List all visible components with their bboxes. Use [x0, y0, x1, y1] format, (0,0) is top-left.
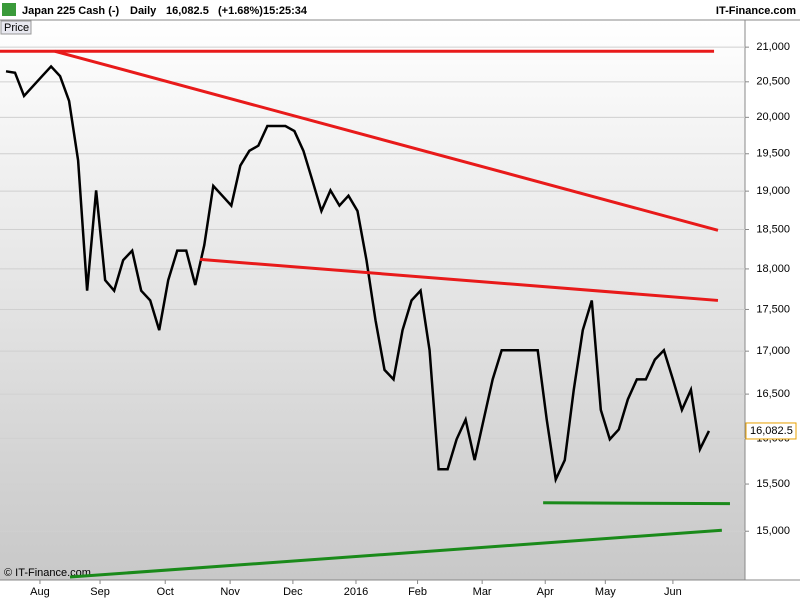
y-tick-label: 19,000 — [756, 185, 790, 197]
x-tick-label: Sep — [90, 586, 110, 598]
last-price-label: 16,082.5 — [750, 425, 793, 437]
change: (+1.68%) — [218, 5, 263, 17]
y-tick-label: 19,500 — [756, 148, 790, 160]
trendline — [54, 49, 719, 232]
y-tick-label: 15,500 — [756, 478, 790, 490]
y-tick-label: 17,000 — [756, 345, 790, 357]
x-tick-label: May — [595, 586, 616, 598]
last-price-box — [745, 422, 797, 440]
brand: IT-Finance.com — [716, 5, 796, 17]
y-axis-area — [745, 20, 800, 580]
y-tick-label: 15,000 — [756, 525, 790, 537]
y-tick-label: 21,000 — [756, 41, 790, 53]
x-tick-label: Jun — [664, 586, 682, 598]
app-icon — [2, 3, 16, 16]
y-tick-label: 20,000 — [756, 111, 790, 123]
trendline — [199, 257, 719, 302]
price-line — [5, 64, 711, 484]
trendline — [69, 528, 722, 579]
x-tick-label: Nov — [220, 586, 240, 598]
trendline — [543, 501, 730, 506]
copyright: © IT-Finance.com — [4, 567, 91, 579]
x-tick-label: Feb — [408, 586, 427, 598]
x-tick-label: Apr — [537, 586, 554, 598]
x-tick-label: Aug — [30, 586, 50, 598]
x-tick-label: Mar — [473, 586, 492, 598]
x-tick-label: 2016 — [344, 586, 368, 598]
panel-label: Price — [4, 22, 29, 34]
period: Daily — [130, 5, 157, 17]
y-tick-label: 18,500 — [756, 223, 790, 235]
y-tick-label: 18,000 — [756, 263, 790, 275]
y-tick-label: 16,500 — [756, 388, 790, 400]
x-tick-label: Oct — [157, 586, 174, 598]
y-tick-label: 20,500 — [756, 76, 790, 88]
time: 15:25:34 — [263, 5, 308, 17]
panel-label-box — [0, 20, 32, 35]
last-price: 16,082.5 — [166, 5, 209, 17]
instrument: Japan 225 Cash (-) — [22, 5, 120, 17]
y-tick-label: 17,500 — [756, 303, 790, 315]
x-tick-label: Dec — [283, 586, 303, 598]
